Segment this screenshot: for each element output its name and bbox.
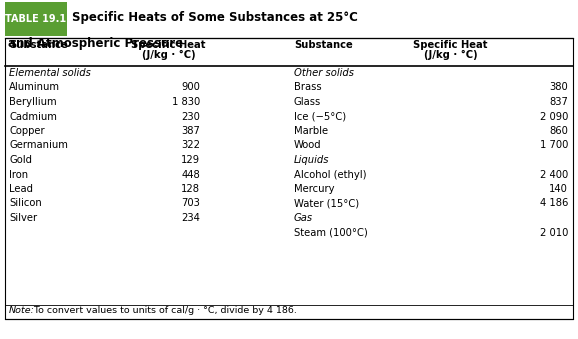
Text: Water (15°C): Water (15°C) bbox=[294, 199, 359, 208]
Text: Iron: Iron bbox=[9, 170, 28, 179]
Text: Ice (−5°C): Ice (−5°C) bbox=[294, 112, 346, 121]
Text: Other solids: Other solids bbox=[294, 68, 354, 78]
Text: Marble: Marble bbox=[294, 126, 328, 136]
Text: Glass: Glass bbox=[294, 97, 321, 107]
Text: Germanium: Germanium bbox=[9, 140, 68, 151]
Text: Specific Heat: Specific Heat bbox=[413, 40, 488, 50]
Text: Alcohol (ethyl): Alcohol (ethyl) bbox=[294, 170, 366, 179]
Text: 1 830: 1 830 bbox=[172, 97, 200, 107]
Text: To convert values to units of cal/g · °C, divide by 4 186.: To convert values to units of cal/g · °C… bbox=[31, 306, 297, 315]
Text: Gas: Gas bbox=[294, 213, 313, 223]
Text: 387: 387 bbox=[181, 126, 200, 136]
Text: 230: 230 bbox=[181, 112, 200, 121]
Text: Gold: Gold bbox=[9, 155, 32, 165]
Text: Cadmium: Cadmium bbox=[9, 112, 57, 121]
Text: 900: 900 bbox=[181, 82, 200, 93]
Text: Steam (100°C): Steam (100°C) bbox=[294, 227, 368, 238]
Text: 2 400: 2 400 bbox=[540, 170, 568, 179]
Text: 2 010: 2 010 bbox=[540, 227, 568, 238]
Text: Silicon: Silicon bbox=[9, 199, 42, 208]
Text: Copper: Copper bbox=[9, 126, 45, 136]
Bar bbox=[5, 2, 67, 36]
Text: Mercury: Mercury bbox=[294, 184, 335, 194]
Text: Substance: Substance bbox=[294, 40, 353, 50]
Text: 448: 448 bbox=[181, 170, 200, 179]
Text: 129: 129 bbox=[181, 155, 200, 165]
Text: 837: 837 bbox=[549, 97, 568, 107]
Text: 234: 234 bbox=[181, 213, 200, 223]
Text: and Atmospheric Pressure: and Atmospheric Pressure bbox=[8, 37, 183, 50]
Text: 380: 380 bbox=[549, 82, 568, 93]
Text: Aluminum: Aluminum bbox=[9, 82, 60, 93]
Text: 860: 860 bbox=[549, 126, 568, 136]
Text: 322: 322 bbox=[181, 140, 200, 151]
Text: Substance: Substance bbox=[9, 40, 68, 50]
Text: Brass: Brass bbox=[294, 82, 321, 93]
Text: Beryllium: Beryllium bbox=[9, 97, 57, 107]
Text: 1 700: 1 700 bbox=[540, 140, 568, 151]
Bar bbox=[5, 38, 573, 319]
Text: Specific Heat: Specific Heat bbox=[131, 40, 206, 50]
Text: Silver: Silver bbox=[9, 213, 37, 223]
Text: Elemental solids: Elemental solids bbox=[9, 68, 91, 78]
Text: (J/kg · °C): (J/kg · °C) bbox=[424, 50, 477, 60]
Text: 2 090: 2 090 bbox=[540, 112, 568, 121]
Text: 4 186: 4 186 bbox=[540, 199, 568, 208]
Text: 703: 703 bbox=[181, 199, 200, 208]
Text: 128: 128 bbox=[181, 184, 200, 194]
Text: Note:: Note: bbox=[9, 306, 35, 315]
Text: (J/kg · °C): (J/kg · °C) bbox=[142, 50, 195, 60]
Text: Wood: Wood bbox=[294, 140, 321, 151]
Text: TABLE 19.1: TABLE 19.1 bbox=[5, 14, 66, 24]
Text: Lead: Lead bbox=[9, 184, 33, 194]
Text: Liquids: Liquids bbox=[294, 155, 329, 165]
Text: 140: 140 bbox=[549, 184, 568, 194]
Text: Specific Heats of Some Substances at 25°C: Specific Heats of Some Substances at 25°… bbox=[72, 11, 358, 23]
